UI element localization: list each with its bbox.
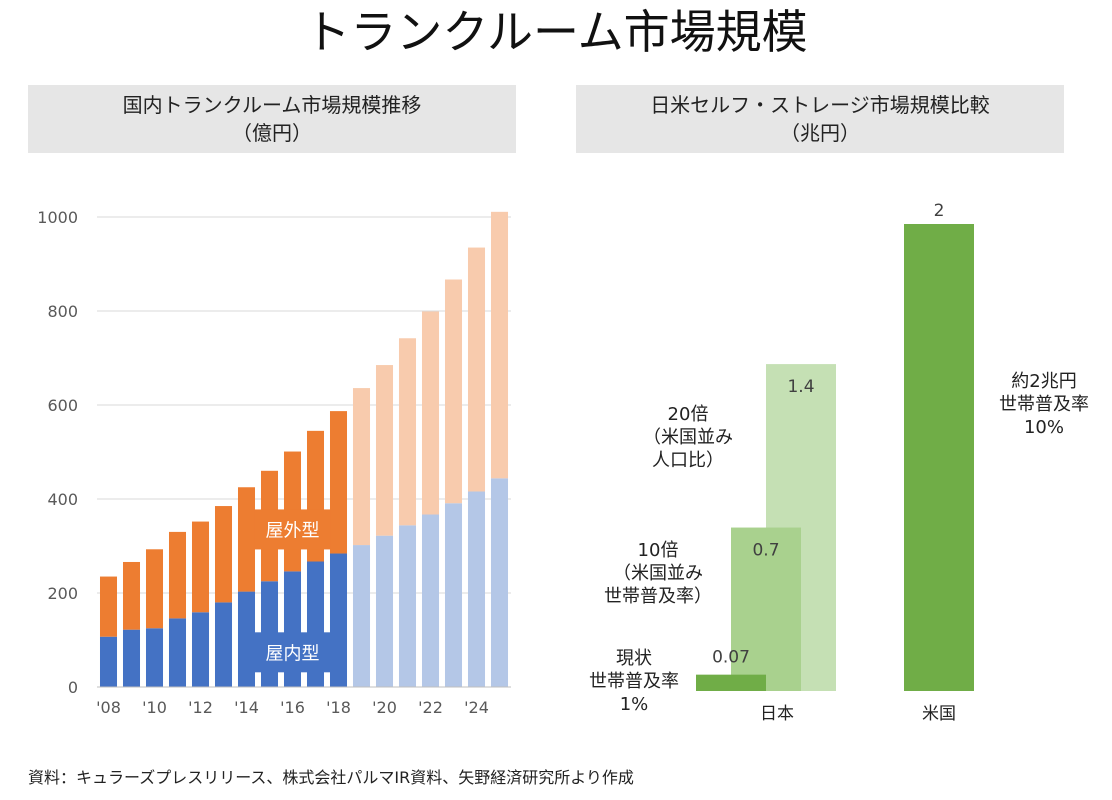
annotation-line: 世帯普及率）: [604, 586, 712, 607]
bar-outdoor: [352, 388, 371, 546]
annotation-line: 約2兆円: [1011, 371, 1077, 392]
bar-outdoor: [237, 487, 256, 592]
bar-indoor: [145, 628, 164, 687]
x-tick-label: '08: [96, 698, 121, 717]
bar-indoor: [444, 503, 463, 687]
bar-outdoor: [490, 211, 509, 479]
annotation-line: 10%: [1023, 417, 1064, 438]
bar-outdoor: [375, 365, 394, 536]
y-tick-label: 400: [47, 490, 78, 509]
left-chart-unit: （億円）: [232, 121, 312, 145]
indoor-label-bg: [254, 632, 331, 673]
bar-japan: [731, 527, 801, 691]
annotation-line: 世帯普及率: [999, 394, 1089, 415]
x-tick-label: '24: [464, 698, 489, 717]
bar-indoor: [237, 591, 256, 687]
bar-annotation: 20倍 （米国並み 人口比）: [618, 403, 758, 472]
bar-outdoor: [145, 549, 164, 629]
x-tick-label: '10: [142, 698, 167, 717]
x-tick-label: '14: [234, 698, 259, 717]
bar-indoor: [99, 636, 118, 687]
bar-indoor: [375, 535, 394, 687]
bar-indoor: [352, 545, 371, 687]
y-tick-label: 800: [47, 302, 78, 321]
data-label: 0.07: [712, 648, 750, 668]
source-note: 資料：キュラーズプレスリリース、株式会社パルマIR資料、矢野経済研究所より作成: [28, 768, 634, 787]
right-chart-title: 日米セルフ・ストレージ市場規模比較: [650, 93, 990, 117]
domestic-trunk-room-chart: 0 200 400 600 800 1000 '08 '10 '12 '14 '16 '18 '20 '2…: [37, 208, 511, 717]
right-chart-unit: （兆円）: [780, 121, 860, 145]
bar-outdoor: [168, 531, 187, 619]
x-tick-label: '20: [372, 698, 397, 717]
right-chart-header: 日米セルフ・ストレージ市場規模比較 （兆円）: [576, 85, 1064, 153]
annotation-line: （米国並み: [643, 427, 733, 448]
annotation-line: 20倍: [667, 404, 709, 425]
bar-us: [904, 224, 974, 691]
data-label: 2: [934, 201, 945, 221]
x-tick-label: '12: [188, 698, 213, 717]
bar-annotation: 現状 世帯普及率 1%: [564, 647, 704, 716]
bar-annotation: 10倍 （米国並み 世帯普及率）: [588, 539, 728, 608]
category-label-japan: 日本: [760, 704, 794, 724]
bar-indoor: [329, 553, 348, 687]
series-label-outdoor: 屋外型: [266, 520, 320, 541]
bar-outdoor: [421, 311, 440, 515]
bar-indoor: [168, 618, 187, 687]
bar-annotation: 約2兆円 世帯普及率 10%: [974, 370, 1112, 439]
page-title: トランクルーム市場規模: [304, 5, 808, 59]
y-tick-label: 0: [68, 678, 78, 697]
bar-outdoor: [329, 411, 348, 554]
bar-outdoor: [398, 338, 417, 526]
left-chart-title: 国内トランクルーム市場規模推移: [122, 93, 422, 117]
annotation-line: （米国並み: [613, 563, 703, 584]
outdoor-label-bg: [254, 509, 331, 550]
y-tick-label: 600: [47, 396, 78, 415]
bar-outdoor: [467, 247, 486, 492]
x-tick-label: '18: [326, 698, 351, 717]
us-japan-comparison-chart: 1.4 0.7 0.07 2 日本 米国: [696, 201, 974, 724]
left-chart-header: 国内トランクルーム市場規模推移 （億円）: [28, 85, 516, 153]
bar-indoor: [122, 629, 141, 687]
bar-indoor: [191, 612, 210, 687]
bar-indoor: [398, 525, 417, 687]
bar-indoor: [421, 514, 440, 687]
bar-outdoor: [99, 576, 118, 637]
data-label: 0.7: [752, 541, 779, 561]
data-label: 1.4: [787, 377, 814, 397]
annotation-line: 10倍: [637, 540, 679, 561]
bar-indoor: [214, 602, 233, 687]
bar-outdoor: [122, 561, 141, 630]
bar-outdoor: [444, 279, 463, 504]
bar-indoor: [467, 491, 486, 687]
x-tick-label: '22: [418, 698, 443, 717]
bar-japan: [696, 674, 766, 691]
annotation-line: 現状: [616, 648, 652, 669]
annotation-line: 世帯普及率: [589, 671, 679, 692]
series-label-indoor: 屋内型: [266, 643, 320, 664]
bar-indoor: [490, 478, 509, 687]
y-tick-label: 1000: [37, 208, 78, 227]
bar-outdoor: [214, 506, 233, 603]
bar-outdoor: [191, 521, 210, 613]
x-tick-label: '16: [280, 698, 305, 717]
category-label-us: 米国: [922, 704, 956, 724]
annotation-line: 人口比）: [652, 450, 724, 471]
annotation-line: 1%: [619, 694, 649, 715]
y-tick-label: 200: [47, 584, 78, 603]
